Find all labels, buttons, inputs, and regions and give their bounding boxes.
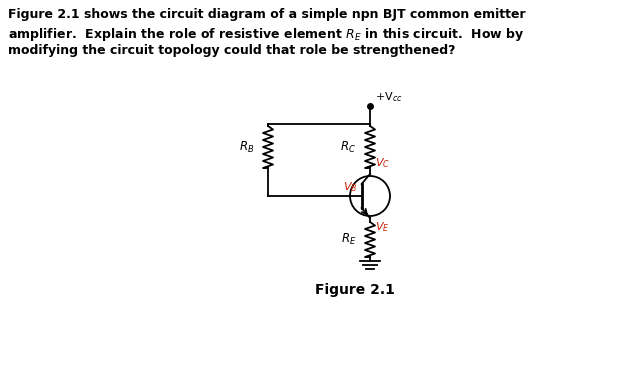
- Text: $R_C$: $R_C$: [340, 139, 356, 155]
- Text: $V_C$: $V_C$: [375, 156, 390, 170]
- Text: Figure 2.1 shows the circuit diagram of a simple npn BJT common emitter: Figure 2.1 shows the circuit diagram of …: [8, 8, 525, 21]
- Text: $R_B$: $R_B$: [239, 139, 254, 155]
- Text: modifying the circuit topology could that role be strengthened?: modifying the circuit topology could tha…: [8, 44, 456, 57]
- Text: +V$_{cc}$: +V$_{cc}$: [375, 90, 403, 104]
- Text: $V_B$: $V_B$: [343, 180, 358, 194]
- Text: $R_E$: $R_E$: [341, 232, 356, 247]
- Text: Figure 2.1: Figure 2.1: [315, 283, 395, 297]
- Text: $V_E$: $V_E$: [375, 220, 389, 234]
- Text: amplifier.  Explain the role of resistive element $R_E$ in this circuit.  How by: amplifier. Explain the role of resistive…: [8, 26, 525, 43]
